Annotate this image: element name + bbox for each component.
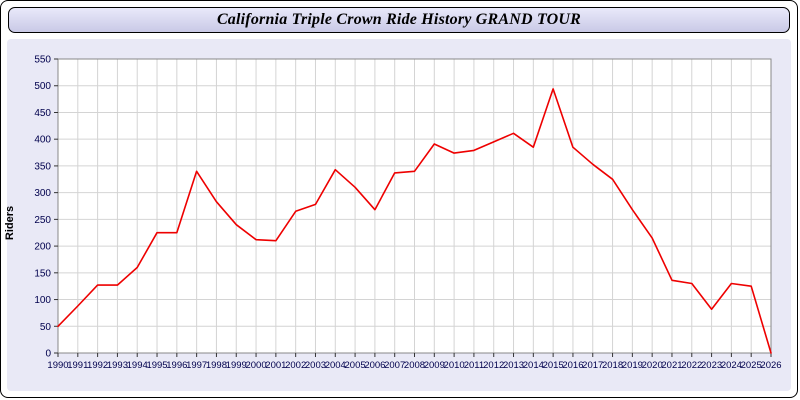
- x-tick-label: 2003: [305, 360, 326, 371]
- y-tick-label: 150: [34, 268, 51, 279]
- line-chart: 0501001502002503003504004505005501990199…: [34, 55, 782, 372]
- x-tick-label: 1992: [87, 360, 108, 371]
- x-tick-label: 2008: [404, 360, 425, 371]
- y-tick-label: 500: [34, 81, 51, 92]
- x-tick-label: 2012: [483, 360, 504, 371]
- y-tick-label: 550: [34, 55, 51, 66]
- x-tick-label: 2018: [602, 360, 623, 371]
- x-tick-label: 1997: [186, 360, 207, 371]
- y-tick-label: 300: [34, 188, 51, 199]
- x-tick-label: 2021: [661, 360, 682, 371]
- y-tick-label: 250: [34, 215, 51, 226]
- y-tick-label: 400: [34, 135, 51, 146]
- x-tick-label: 2019: [622, 360, 643, 371]
- y-axis-ticks: 0 50 100 150 200 250 300 350 400 450 500 550: [34, 55, 58, 360]
- x-tick-label: 2007: [384, 360, 405, 371]
- x-tick-label: 2025: [741, 360, 762, 371]
- chart-title: California Triple Crown Ride History GRA…: [216, 11, 582, 28]
- riders-series-line: [57, 88, 772, 354]
- y-tick-label: 50: [40, 322, 52, 333]
- x-tick-label: 2009: [424, 360, 445, 371]
- x-tick-label: 2011: [464, 360, 484, 371]
- x-tick-label: 2006: [364, 360, 385, 371]
- x-tick-label: 1995: [146, 360, 167, 371]
- x-tick-label: 1999: [226, 360, 247, 371]
- y-tick-label: 450: [34, 108, 51, 119]
- chart-title-bar: California Triple Crown Ride History GRA…: [8, 7, 790, 33]
- x-tick-label: 2010: [444, 360, 465, 371]
- chart-area: Riders 0 50 100 150 200 250 300 350 400 450 500 550…: [4, 39, 791, 391]
- y-tick-label: 200: [34, 242, 51, 253]
- x-tick-label: 2001: [265, 360, 286, 371]
- x-tick-label: 2000: [245, 360, 266, 371]
- x-tick-label: 2017: [582, 360, 603, 371]
- y-tick-label: 350: [34, 161, 51, 172]
- y-tick-label: 100: [34, 295, 51, 306]
- x-tick-label: 1991: [67, 360, 88, 371]
- x-tick-label: 1993: [107, 360, 128, 371]
- x-tick-label: 2004: [325, 360, 346, 371]
- x-tick-label: 2023: [701, 360, 722, 371]
- x-tick-label: 1990: [47, 360, 68, 371]
- x-tick-label: 2026: [760, 360, 781, 371]
- x-tick-label: 2013: [503, 360, 524, 371]
- x-tick-label: 2022: [681, 360, 702, 371]
- x-tick-label: 2002: [285, 360, 306, 371]
- gridlines: [57, 58, 772, 354]
- x-tick-label: 2016: [562, 360, 583, 371]
- y-tick-label: 0: [45, 349, 51, 360]
- x-tick-label: 2020: [642, 360, 663, 371]
- x-tick-label: 1996: [166, 360, 187, 371]
- x-axis-ticks: 1990199119921993199419951996199719981999…: [47, 353, 782, 371]
- x-tick-label: 1998: [206, 360, 227, 371]
- x-tick-label: 2024: [721, 360, 742, 371]
- x-tick-label: 1994: [127, 360, 148, 371]
- x-tick-label: 2014: [523, 360, 544, 371]
- x-tick-label: 2015: [543, 360, 564, 371]
- x-tick-label: 2005: [345, 360, 366, 371]
